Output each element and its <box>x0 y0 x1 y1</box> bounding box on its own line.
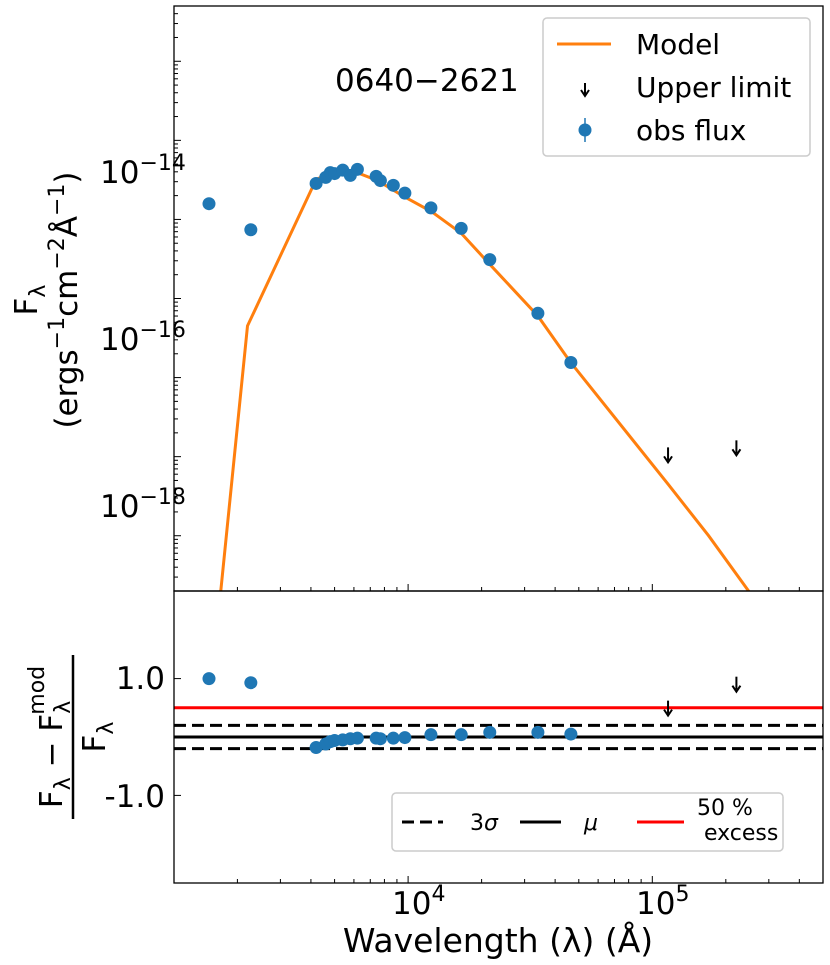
obs-flux-point <box>454 221 468 235</box>
residual-point <box>483 725 497 739</box>
top-legend: Model Upper limit obs flux <box>542 17 811 157</box>
obs-flux-point <box>564 356 578 370</box>
residual-legend: 3σ μ 50 % excess <box>391 792 784 852</box>
x-tick-label: 104 <box>392 882 445 922</box>
y-axis-label-units: (ergs−1cm−2Å−1) <box>45 171 85 428</box>
residual-point <box>564 727 578 741</box>
obs-flux-point <box>424 201 438 215</box>
chart-title: 0640−2621 <box>335 63 519 99</box>
obs-flux-points <box>202 162 578 370</box>
residual-point <box>244 676 258 690</box>
upper-limit-arrow <box>663 447 673 465</box>
obs-flux-point <box>398 186 412 200</box>
top-minor-ticks <box>174 5 824 592</box>
legend-obs-flux-label: obs flux <box>636 114 746 147</box>
y-tick-label: 1.0 <box>116 661 165 697</box>
y-tick-label: 10−18 <box>100 485 186 525</box>
obs-flux-point <box>244 223 258 237</box>
residual-y-axis-label: Fλ − Fλmod Fλ <box>25 655 119 819</box>
residual-point <box>386 731 400 745</box>
legend-upper-limit-label: Upper limit <box>636 71 791 104</box>
residual-point <box>424 728 438 742</box>
obs-flux-point <box>202 197 216 211</box>
residual-point <box>531 725 545 739</box>
obs-flux-point <box>309 176 323 190</box>
y-tick-label: -1.0 <box>105 779 166 815</box>
legend-excess-label-1: 50 % <box>697 796 753 821</box>
y-tick-label: 10−14 <box>100 151 186 191</box>
x-axis-label: Wavelength (λ) (Å) <box>343 920 653 960</box>
legend-obs-flux-swatch <box>578 118 592 142</box>
residual-upper-limit-arrow <box>663 700 673 718</box>
residual-axes-frame <box>173 590 824 884</box>
obs-flux-point <box>386 178 400 192</box>
legend-excess-label-2: excess <box>704 821 778 846</box>
svg-text:(ergs−1cm−2Å−1): (ergs−1cm−2Å−1) <box>45 171 85 428</box>
legend-mu-label: μ <box>583 811 598 836</box>
obs-flux-point <box>373 174 387 188</box>
legend-model-label: Model <box>636 28 720 61</box>
legend-sigma-label: 3σ <box>470 811 499 836</box>
residual-upper-limit-arrows <box>663 676 742 718</box>
residual-point <box>350 731 364 745</box>
svg-text:Fλ: Fλ <box>77 722 119 753</box>
svg-text:Fλ − Fλmod: Fλ − Fλmod <box>25 666 76 808</box>
obs-flux-point <box>350 162 364 176</box>
residual-point <box>398 731 412 745</box>
svg-text:Fλ: Fλ <box>9 285 51 316</box>
residual-point <box>373 732 387 746</box>
residual-upper-limit-arrow <box>731 676 742 694</box>
bottom-major-ticks <box>174 678 653 883</box>
upper-limit-arrows <box>663 440 742 465</box>
y-axis-label: Fλ <box>9 285 51 316</box>
top-major-ticks <box>174 60 653 591</box>
legend-upper-limit-swatch <box>580 83 590 98</box>
residual-panel: 1.0 -1.0 104 105 Wavelength (λ) (Å) Fλ −… <box>25 590 824 960</box>
y-tick-label: 10−16 <box>100 318 186 358</box>
upper-limit-arrow <box>731 440 742 458</box>
x-tick-label: 105 <box>636 882 689 922</box>
obs-flux-point <box>531 306 545 320</box>
residual-point <box>202 672 216 686</box>
residual-point <box>454 728 468 742</box>
obs-flux-point <box>483 253 497 267</box>
bottom-minor-ticks <box>236 879 824 883</box>
model-line <box>219 168 751 591</box>
residual-points <box>202 672 578 755</box>
